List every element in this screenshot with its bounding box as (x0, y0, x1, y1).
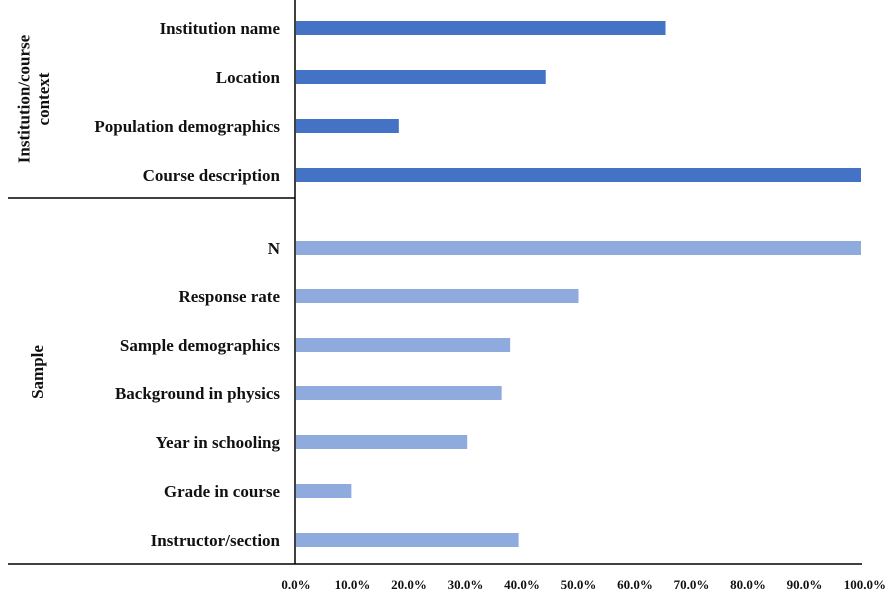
category-label-sample-demographics: Sample demographics (120, 336, 280, 355)
x-tick-label: 70.0% (674, 577, 710, 592)
bar-sample-demographics (296, 338, 511, 352)
group-label-sample: Sample (28, 345, 47, 399)
bars-layer (296, 21, 861, 547)
x-tick-label: 10.0% (335, 577, 371, 592)
x-tick-label: 0.0% (281, 577, 310, 592)
bar-location (296, 70, 546, 84)
category-label-instructor-section: Instructor/section (151, 531, 281, 550)
group-label-institution-course-context: Institution/coursecontext (15, 34, 54, 163)
category-label-location: Location (216, 68, 281, 87)
category-label-grade-in-course: Grade in course (164, 482, 281, 501)
bar-n (296, 241, 861, 255)
x-tick-label: 20.0% (391, 577, 427, 592)
category-label-course-description: Course description (143, 166, 281, 185)
x-tick-labels-layer: 0.0% 10.0% 20.0% 30.0% 40.0% 50.0% 60.0% 70.0% 8… (281, 577, 886, 592)
category-label-n: N (268, 239, 281, 258)
bar-year-in-schooling (296, 435, 468, 449)
x-tick-label: 90.0% (787, 577, 823, 592)
bar-background-in-physics (296, 386, 502, 400)
category-label-population-demographics: Population demographics (94, 117, 280, 136)
x-tick-label: 30.0% (448, 577, 484, 592)
bar-grade-in-course (296, 484, 352, 498)
bar-population-demographics (296, 119, 399, 133)
x-tick-label: 80.0% (730, 577, 766, 592)
category-labels-layer: Institution name Location Population demog… (94, 19, 280, 550)
x-tick-label: 40.0% (504, 577, 540, 592)
bar-instructor-section (296, 533, 519, 547)
x-tick-label: 60.0% (617, 577, 653, 592)
category-label-institution-name: Institution name (160, 19, 281, 38)
bar-course-description (296, 168, 861, 182)
x-tick-label: 100.0% (844, 577, 886, 592)
bar-institution-name (296, 21, 666, 35)
category-label-response-rate: Response rate (178, 287, 280, 306)
bar-response-rate (296, 289, 579, 303)
category-label-year-in-schooling: Year in schooling (156, 433, 281, 452)
group-labels-layer: Institution/coursecontext Sample (15, 34, 54, 399)
category-label-background-in-physics: Background in physics (115, 384, 280, 403)
x-tick-label: 50.0% (561, 577, 597, 592)
